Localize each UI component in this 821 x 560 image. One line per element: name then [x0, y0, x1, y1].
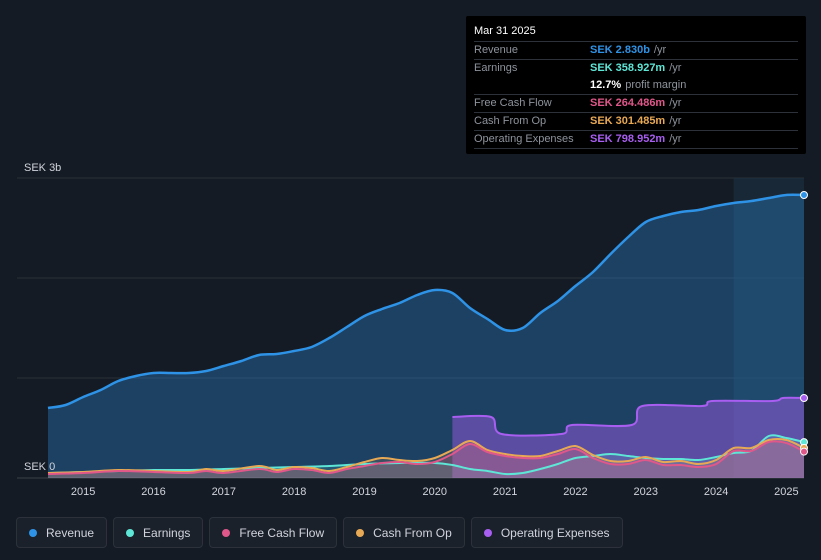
revenue-dot-icon — [29, 528, 37, 537]
x-tick-label: 2019 — [352, 486, 376, 498]
free-cash-flow-line — [47, 440, 805, 475]
tooltip-value: SEK 798.952m — [590, 133, 666, 145]
tooltip-value: 12.7% — [590, 79, 622, 91]
free-cash-flow-end-marker — [800, 447, 808, 456]
legend-item-earnings[interactable]: Earnings — [113, 517, 204, 548]
tooltip-row-free-cash-flow: Free Cash Flow SEK 264.486m /yr — [474, 95, 798, 113]
series-areas — [48, 194, 804, 478]
tooltip-value: SEK 2.830b — [590, 44, 650, 56]
tooltip-value: SEK 301.485m — [590, 115, 666, 127]
operating-expenses-dot-icon — [483, 528, 492, 537]
tooltip-row-earnings: Earnings SEK 358.927m /yr — [474, 60, 798, 77]
operating-expenses-line — [452, 396, 805, 437]
tooltip-row-revenue: Revenue SEK 2.830b /yr — [474, 42, 798, 60]
earnings-area — [48, 435, 804, 478]
x-tick-label: 2020 — [423, 486, 447, 498]
operating-expenses-end-marker — [800, 394, 808, 402]
series-end-markers — [800, 191, 808, 456]
legend-item-cash-from-op[interactable]: Cash From Op — [343, 517, 465, 548]
tooltip-label — [474, 77, 590, 94]
cash-from-op-dot-icon — [356, 528, 365, 537]
free-cash-flow-area — [48, 441, 804, 478]
legend-item-free-cash-flow[interactable]: Free Cash Flow — [209, 517, 338, 548]
chart-tooltip: Mar 31 2025 Revenue SEK 2.830b /yr Earni… — [466, 16, 806, 154]
tooltip-label: Cash From Op — [474, 115, 547, 127]
tooltip-unit: /yr — [669, 133, 682, 145]
chart-grid — [17, 177, 804, 479]
x-tick-label: 2023 — [634, 486, 658, 498]
x-tick-label: 2015 — [71, 486, 95, 498]
x-axis-ticks: 2015 2016 2017 2018 2019 2020 2021 2022 2023 2024… — [71, 486, 799, 498]
legend-label: Revenue — [46, 525, 95, 540]
tooltip-unit: /yr — [669, 115, 682, 127]
tooltip-label: Earnings — [474, 62, 518, 74]
x-tick-label: 2017 — [212, 486, 236, 498]
legend-label: Operating Expenses — [500, 525, 610, 540]
tooltip-unit: profit margin — [625, 79, 687, 91]
legend-item-operating-expenses[interactable]: Operating Expenses — [470, 517, 623, 548]
tooltip-date: Mar 31 2025 — [474, 24, 798, 42]
legend-item-revenue[interactable]: Revenue — [16, 517, 108, 548]
x-tick-label: 2025 — [774, 486, 798, 498]
legend-label: Free Cash Flow — [239, 525, 325, 540]
tooltip-label: Revenue — [474, 44, 519, 56]
tooltip-value: SEK 358.927m — [590, 62, 666, 74]
x-tick-label: 2018 — [282, 486, 306, 498]
x-tick-label: 2021 — [493, 486, 517, 498]
chart-legend: Revenue Earnings Free Cash Flow Cash Fro… — [16, 517, 623, 548]
cash-from-op-line — [47, 438, 805, 474]
tooltip-unit: /yr — [669, 97, 682, 109]
tooltip-label: Operating Expenses — [474, 133, 574, 145]
series-lines — [47, 193, 805, 476]
forecast-highlight-region — [733, 178, 804, 478]
y-axis-top-label: SEK 3b — [24, 162, 61, 174]
tooltip-row-cash-from-op: Cash From Op SEK 301.485m /yr — [474, 113, 798, 131]
x-tick-label: 2022 — [563, 486, 587, 498]
tooltip-row-profit-margin: 12.7% profit margin — [474, 77, 798, 95]
x-tick-label: 2016 — [141, 486, 165, 498]
tooltip-unit: /yr — [669, 62, 682, 74]
revenue-end-marker — [800, 191, 808, 199]
earnings-dot-icon — [126, 528, 135, 537]
free-cash-flow-dot-icon — [222, 528, 231, 537]
revenue-line — [47, 193, 805, 410]
tooltip-value: SEK 264.486m — [590, 97, 666, 109]
legend-label: Earnings — [143, 525, 191, 540]
tooltip-unit: /yr — [653, 44, 667, 56]
y-axis-bottom-label: SEK 0 — [24, 461, 55, 473]
legend-label: Cash From Op — [373, 525, 452, 540]
revenue-area — [48, 194, 804, 478]
tooltip-row-operating-expenses: Operating Expenses SEK 798.952m /yr — [474, 131, 798, 149]
tooltip-label: Free Cash Flow — [474, 97, 552, 109]
cash-from-op-area — [48, 439, 804, 478]
x-tick-label: 2024 — [704, 486, 728, 498]
financials-chart: 2015 2016 2017 2018 2019 2020 2021 2022 2023 2024… — [17, 162, 808, 498]
